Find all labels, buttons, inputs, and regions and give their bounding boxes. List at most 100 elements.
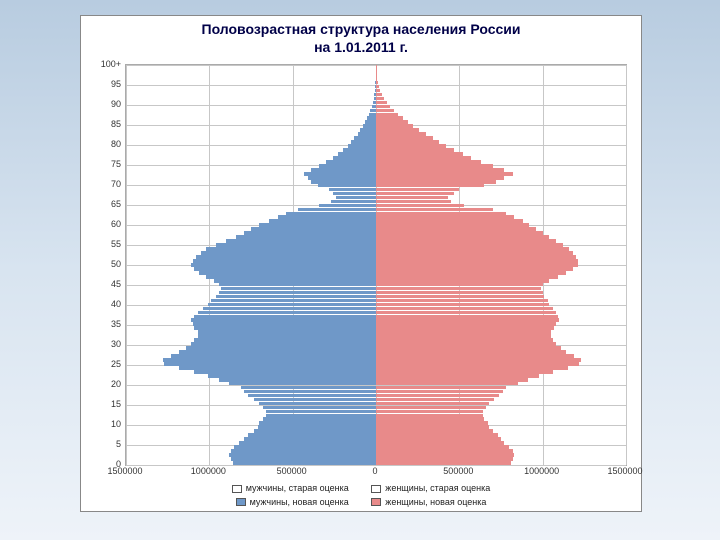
bar-female	[376, 176, 504, 180]
ytick-label: 50	[97, 259, 121, 269]
bar-female	[376, 315, 558, 319]
bar-male	[196, 255, 376, 259]
bar-female	[376, 417, 484, 421]
bar-female	[376, 235, 549, 239]
bar-female	[376, 283, 543, 287]
bar-male	[286, 212, 376, 216]
bar-female	[376, 148, 454, 152]
bar-female	[376, 77, 377, 81]
bar-female	[376, 303, 549, 307]
bar-female	[376, 378, 528, 382]
bar-male	[214, 279, 376, 283]
ytick-label: 70	[97, 179, 121, 189]
bar-female	[376, 346, 561, 350]
bar-male	[231, 457, 376, 461]
bar-female	[376, 425, 489, 429]
bar-male	[298, 208, 376, 212]
bar-male	[269, 219, 376, 223]
ytick-label: 35	[97, 319, 121, 329]
bar-male	[236, 235, 376, 239]
bar-male	[258, 425, 376, 429]
bar-female	[376, 433, 498, 437]
bar-male	[266, 414, 376, 418]
ytick-label: 95	[97, 79, 121, 89]
ytick-label: 25	[97, 359, 121, 369]
bar-female	[376, 73, 377, 77]
bar-female	[376, 307, 553, 311]
bar-male	[351, 140, 376, 144]
bar-female	[376, 243, 563, 247]
bar-female	[376, 124, 413, 128]
bar-female	[376, 140, 439, 144]
bar-female	[376, 172, 513, 176]
xtick-label: 1000000	[191, 466, 226, 476]
bar-male	[244, 231, 376, 235]
bar-female	[376, 287, 541, 291]
bar-female	[376, 326, 554, 330]
xtick-label: 1000000	[524, 466, 559, 476]
bar-female	[376, 81, 378, 85]
bar-female	[376, 97, 384, 101]
bar-male	[226, 239, 376, 243]
bar-female	[376, 275, 558, 279]
bar-female	[376, 457, 513, 461]
legend-label: женщины, новая оценка	[385, 497, 486, 507]
bar-male	[191, 263, 376, 267]
bar-male	[229, 453, 376, 457]
ytick-label: 85	[97, 119, 121, 129]
ytick-label: 45	[97, 279, 121, 289]
bar-male	[201, 251, 376, 255]
ytick-label: 0	[97, 459, 121, 469]
bar-male	[318, 184, 376, 188]
bar-female	[376, 113, 398, 117]
bar-male	[367, 116, 376, 120]
bar-female	[376, 109, 394, 113]
bar-female	[376, 382, 518, 386]
legend-item: мужчины, новая оценка	[236, 496, 349, 510]
bar-female	[376, 160, 481, 164]
bar-male	[343, 148, 376, 152]
bar-male	[254, 429, 376, 433]
bar-male	[239, 441, 376, 445]
bar-female	[376, 196, 448, 200]
bar-male	[263, 406, 376, 410]
bar-female	[376, 263, 578, 267]
legend-item: мужчины, старая оценка	[232, 482, 349, 496]
bar-male	[369, 113, 376, 117]
bar-female	[376, 192, 454, 196]
bar-male	[336, 196, 376, 200]
bar-male	[193, 259, 376, 263]
bar-female	[376, 184, 484, 188]
bar-male	[191, 342, 376, 346]
bar-male	[206, 247, 376, 251]
bar-female	[376, 200, 451, 204]
bar-female	[376, 223, 529, 227]
bar-female	[376, 251, 573, 255]
bar-female	[376, 437, 501, 441]
bar-male	[206, 275, 376, 279]
bar-female	[376, 350, 566, 354]
bar-female	[376, 247, 569, 251]
legend-item: женщины, старая оценка	[371, 482, 490, 496]
ytick-label: 40	[97, 299, 121, 309]
legend-row-2: мужчины, новая оценка женщины, новая оце…	[81, 496, 641, 510]
chart-container: Половозрастная структура населения Росси…	[80, 15, 642, 512]
title-line2: на 1.01.2011 г.	[81, 38, 641, 56]
bar-female	[376, 449, 513, 453]
bar-male	[254, 398, 376, 402]
bar-female	[376, 208, 493, 212]
bar-female	[376, 366, 568, 370]
bar-female	[376, 144, 446, 148]
bar-female	[376, 354, 574, 358]
bar-female	[376, 291, 543, 295]
bar-male	[163, 358, 376, 362]
bar-female	[376, 120, 408, 124]
bar-male	[221, 287, 376, 291]
bar-male	[244, 390, 376, 394]
bar-female	[376, 445, 509, 449]
bar-male	[179, 366, 376, 370]
ytick-label: 90	[97, 99, 121, 109]
bar-male	[171, 354, 376, 358]
xtick-label: 500000	[443, 466, 473, 476]
bar-female	[376, 342, 556, 346]
